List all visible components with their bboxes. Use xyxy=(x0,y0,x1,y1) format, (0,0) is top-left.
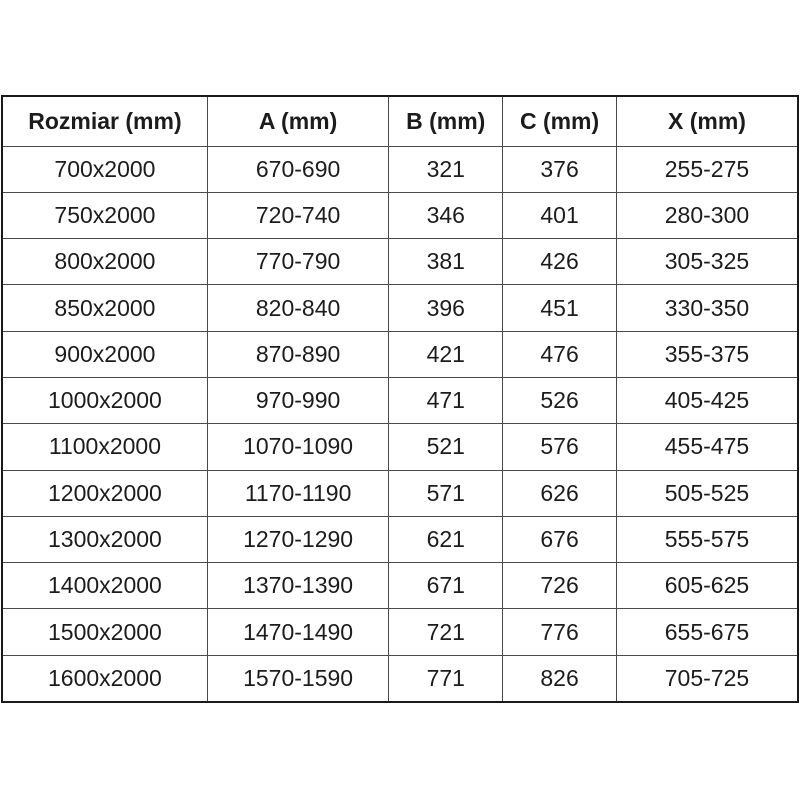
cell-c: 476 xyxy=(502,330,617,378)
cell-c: 726 xyxy=(502,562,617,610)
cell-b: 421 xyxy=(388,330,504,378)
cell-a: 670-690 xyxy=(206,145,390,193)
cell-b: 521 xyxy=(388,423,504,471)
cell-x: 605-625 xyxy=(615,562,799,610)
size-spec-table: Rozmiar (mm) A (mm) B (mm) C (mm) X (mm) 700… xyxy=(1,95,799,703)
cell-rozmiar: 850x2000 xyxy=(1,284,208,332)
cell-c: 426 xyxy=(502,238,617,286)
column-header-x: X (mm) xyxy=(615,95,799,147)
cell-rozmiar: 700x2000 xyxy=(1,145,208,193)
cell-x: 280-300 xyxy=(615,191,799,240)
column-header-b: B (mm) xyxy=(388,95,504,147)
cell-rozmiar: 1100x2000 xyxy=(1,423,208,471)
cell-b: 621 xyxy=(388,515,504,564)
cell-rozmiar: 1300x2000 xyxy=(1,515,208,564)
cell-c: 376 xyxy=(502,145,617,193)
cell-c: 576 xyxy=(502,423,617,471)
table-row: 750x2000 720-740 346 401 280-300 xyxy=(1,191,799,240)
cell-b: 471 xyxy=(388,376,504,425)
cell-c: 401 xyxy=(502,191,617,240)
cell-a: 1570-1590 xyxy=(206,654,390,703)
table-row: 850x2000 820-840 396 451 330-350 xyxy=(1,284,799,332)
cell-a: 720-740 xyxy=(206,191,390,240)
cell-c: 776 xyxy=(502,608,617,656)
cell-a: 970-990 xyxy=(206,376,390,425)
column-header-c: C (mm) xyxy=(502,95,617,147)
cell-x: 455-475 xyxy=(615,423,799,471)
table-body: 700x2000 670-690 321 376 255-275 750x2000 720-… xyxy=(1,145,799,703)
cell-x: 355-375 xyxy=(615,330,799,378)
cell-rozmiar: 1500x2000 xyxy=(1,608,208,656)
cell-rozmiar: 1600x2000 xyxy=(1,654,208,703)
cell-x: 305-325 xyxy=(615,238,799,286)
cell-c: 626 xyxy=(502,469,617,517)
table-row: 800x2000 770-790 381 426 305-325 xyxy=(1,238,799,286)
cell-b: 771 xyxy=(388,654,504,703)
table-row: 900x2000 870-890 421 476 355-375 xyxy=(1,330,799,378)
cell-a: 1470-1490 xyxy=(206,608,390,656)
cell-b: 721 xyxy=(388,608,504,656)
cell-x: 655-675 xyxy=(615,608,799,656)
table-row: 1100x2000 1070-1090 521 576 455-475 xyxy=(1,423,799,471)
cell-a: 770-790 xyxy=(206,238,390,286)
cell-a: 1370-1390 xyxy=(206,562,390,610)
cell-rozmiar: 1400x2000 xyxy=(1,562,208,610)
cell-rozmiar: 1200x2000 xyxy=(1,469,208,517)
table-row: 1600x2000 1570-1590 771 826 705-725 xyxy=(1,654,799,703)
cell-c: 826 xyxy=(502,654,617,703)
cell-x: 555-575 xyxy=(615,515,799,564)
cell-a: 820-840 xyxy=(206,284,390,332)
cell-x: 330-350 xyxy=(615,284,799,332)
size-spec-table-container: Rozmiar (mm) A (mm) B (mm) C (mm) X (mm) 700… xyxy=(1,95,799,703)
table-header: Rozmiar (mm) A (mm) B (mm) C (mm) X (mm) xyxy=(1,95,799,147)
cell-x: 705-725 xyxy=(615,654,799,703)
cell-c: 676 xyxy=(502,515,617,564)
cell-rozmiar: 1000x2000 xyxy=(1,376,208,425)
column-header-a: A (mm) xyxy=(206,95,390,147)
cell-a: 870-890 xyxy=(206,330,390,378)
cell-b: 396 xyxy=(388,284,504,332)
table-row: 1000x2000 970-990 471 526 405-425 xyxy=(1,376,799,425)
header-row: Rozmiar (mm) A (mm) B (mm) C (mm) X (mm) xyxy=(1,95,799,147)
cell-x: 255-275 xyxy=(615,145,799,193)
cell-a: 1070-1090 xyxy=(206,423,390,471)
cell-a: 1270-1290 xyxy=(206,515,390,564)
cell-rozmiar: 900x2000 xyxy=(1,330,208,378)
table-row: 700x2000 670-690 321 376 255-275 xyxy=(1,145,799,193)
cell-x: 405-425 xyxy=(615,376,799,425)
cell-b: 346 xyxy=(388,191,504,240)
cell-b: 671 xyxy=(388,562,504,610)
cell-c: 451 xyxy=(502,284,617,332)
cell-b: 321 xyxy=(388,145,504,193)
cell-b: 571 xyxy=(388,469,504,517)
table-row: 1300x2000 1270-1290 621 676 555-575 xyxy=(1,515,799,564)
table-row: 1200x2000 1170-1190 571 626 505-525 xyxy=(1,469,799,517)
cell-b: 381 xyxy=(388,238,504,286)
column-header-rozmiar: Rozmiar (mm) xyxy=(1,95,208,147)
cell-rozmiar: 800x2000 xyxy=(1,238,208,286)
cell-a: 1170-1190 xyxy=(206,469,390,517)
cell-c: 526 xyxy=(502,376,617,425)
cell-x: 505-525 xyxy=(615,469,799,517)
cell-rozmiar: 750x2000 xyxy=(1,191,208,240)
table-row: 1500x2000 1470-1490 721 776 655-675 xyxy=(1,608,799,656)
table-row: 1400x2000 1370-1390 671 726 605-625 xyxy=(1,562,799,610)
